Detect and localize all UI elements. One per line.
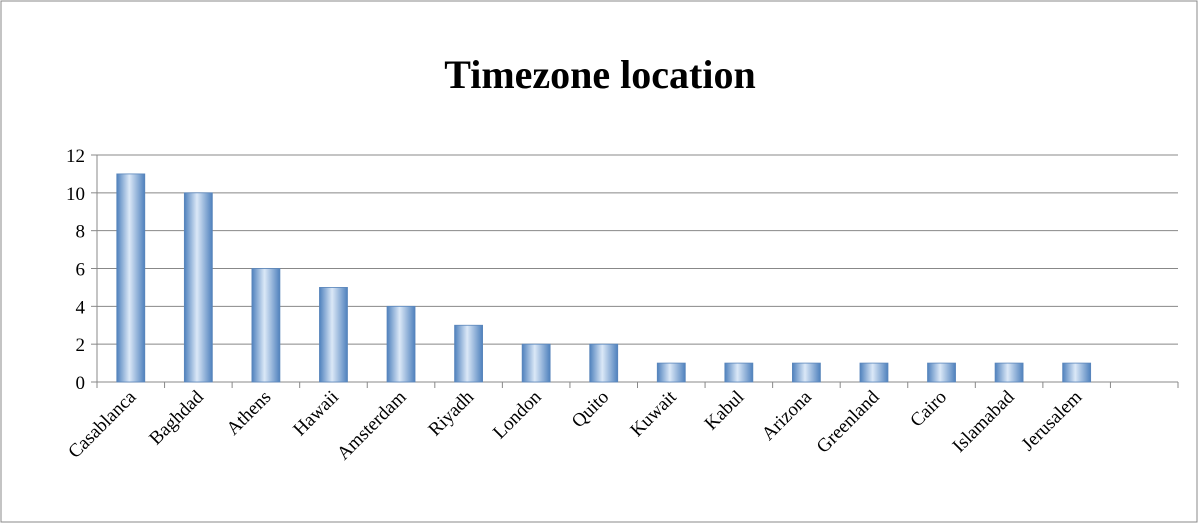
bar	[183, 192, 213, 383]
bar	[454, 324, 483, 383]
y-tick-label: 12	[66, 146, 85, 167]
bar	[319, 287, 348, 383]
chart-title: Timezone location	[444, 52, 755, 97]
bar	[656, 362, 686, 383]
bar	[792, 362, 821, 383]
bar	[589, 343, 619, 383]
bar	[386, 305, 416, 383]
bar	[994, 362, 1024, 383]
bar	[859, 362, 889, 383]
bar	[1062, 362, 1092, 383]
y-tick-label: 2	[76, 335, 86, 356]
bar	[927, 362, 956, 383]
bar	[116, 173, 146, 383]
y-tick-label: 10	[66, 184, 85, 205]
y-tick-label: 4	[76, 297, 86, 318]
bar	[521, 343, 551, 383]
y-tick-label: 8	[76, 222, 86, 243]
bar	[724, 362, 754, 383]
y-tick-label: 0	[76, 373, 86, 394]
y-tick-label: 6	[76, 260, 86, 281]
bar	[251, 268, 281, 383]
